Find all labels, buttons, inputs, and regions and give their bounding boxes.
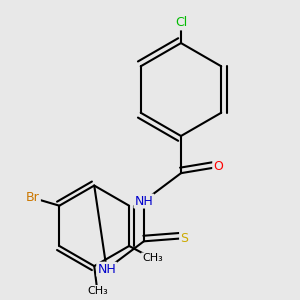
Text: O: O [213, 160, 223, 173]
Text: NH: NH [97, 263, 116, 276]
Text: Br: Br [26, 191, 40, 205]
Text: CH₃: CH₃ [87, 286, 108, 296]
Text: S: S [180, 232, 188, 245]
Text: CH₃: CH₃ [142, 254, 163, 263]
Text: Cl: Cl [175, 16, 187, 29]
Text: NH: NH [134, 194, 153, 208]
